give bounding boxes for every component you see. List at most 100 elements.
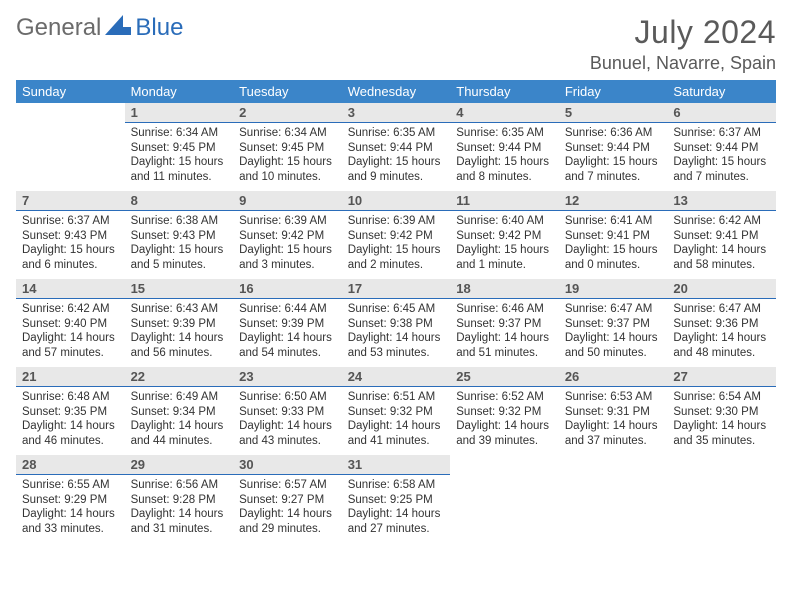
logo-text-1: General [16,14,101,42]
day-number: 26 [559,367,668,387]
day-details: Sunrise: 6:47 AMSunset: 9:37 PMDaylight:… [559,299,668,365]
day-details: Sunrise: 6:52 AMSunset: 9:32 PMDaylight:… [450,387,559,453]
day-details: Sunrise: 6:55 AMSunset: 9:29 PMDaylight:… [16,475,125,541]
day-number: 16 [233,279,342,299]
calendar-day-cell: 16Sunrise: 6:44 AMSunset: 9:39 PMDayligh… [233,279,342,367]
day-number: 12 [559,191,668,211]
calendar-header-row: SundayMondayTuesdayWednesdayThursdayFrid… [16,80,776,103]
calendar-day-cell: 21Sunrise: 6:48 AMSunset: 9:35 PMDayligh… [16,367,125,455]
calendar-day-cell: 7Sunrise: 6:37 AMSunset: 9:43 PMDaylight… [16,191,125,279]
calendar-day-cell: 2Sunrise: 6:34 AMSunset: 9:45 PMDaylight… [233,103,342,191]
day-details: Sunrise: 6:46 AMSunset: 9:37 PMDaylight:… [450,299,559,365]
day-number: 19 [559,279,668,299]
calendar-day-cell: 20Sunrise: 6:47 AMSunset: 9:36 PMDayligh… [667,279,776,367]
day-number: 24 [342,367,451,387]
location-subtitle: Bunuel, Navarre, Spain [590,53,776,74]
calendar-day-cell: 25Sunrise: 6:52 AMSunset: 9:32 PMDayligh… [450,367,559,455]
day-details: Sunrise: 6:38 AMSunset: 9:43 PMDaylight:… [125,211,234,277]
logo-text-2: Blue [135,14,183,42]
day-number: 2 [233,103,342,123]
day-number: 11 [450,191,559,211]
calendar-day-cell: 23Sunrise: 6:50 AMSunset: 9:33 PMDayligh… [233,367,342,455]
calendar-week-row: 28Sunrise: 6:55 AMSunset: 9:29 PMDayligh… [16,455,776,543]
title-block: July 2024 Bunuel, Navarre, Spain [590,14,776,74]
day-number: 31 [342,455,451,475]
day-number: 23 [233,367,342,387]
day-number: 28 [16,455,125,475]
calendar-day-cell: 18Sunrise: 6:46 AMSunset: 9:37 PMDayligh… [450,279,559,367]
day-number: 29 [125,455,234,475]
day-number: 18 [450,279,559,299]
calendar-day-cell: 22Sunrise: 6:49 AMSunset: 9:34 PMDayligh… [125,367,234,455]
day-number: 1 [125,103,234,123]
day-details: Sunrise: 6:35 AMSunset: 9:44 PMDaylight:… [342,123,451,189]
logo-icon [105,14,131,42]
calendar-day-cell: 29Sunrise: 6:56 AMSunset: 9:28 PMDayligh… [125,455,234,543]
day-details: Sunrise: 6:45 AMSunset: 9:38 PMDaylight:… [342,299,451,365]
calendar-day-cell: 1Sunrise: 6:34 AMSunset: 9:45 PMDaylight… [125,103,234,191]
day-details: Sunrise: 6:47 AMSunset: 9:36 PMDaylight:… [667,299,776,365]
day-details: Sunrise: 6:40 AMSunset: 9:42 PMDaylight:… [450,211,559,277]
calendar-day-cell: 19Sunrise: 6:47 AMSunset: 9:37 PMDayligh… [559,279,668,367]
calendar-day-cell: 5Sunrise: 6:36 AMSunset: 9:44 PMDaylight… [559,103,668,191]
day-details: Sunrise: 6:43 AMSunset: 9:39 PMDaylight:… [125,299,234,365]
calendar-day-cell: 15Sunrise: 6:43 AMSunset: 9:39 PMDayligh… [125,279,234,367]
day-number: 14 [16,279,125,299]
day-number: 27 [667,367,776,387]
day-details: Sunrise: 6:58 AMSunset: 9:25 PMDaylight:… [342,475,451,541]
day-number: 21 [16,367,125,387]
logo: General Blue [16,14,183,42]
day-number: 7 [16,191,125,211]
day-details: Sunrise: 6:42 AMSunset: 9:40 PMDaylight:… [16,299,125,365]
calendar-day-cell: 6Sunrise: 6:37 AMSunset: 9:44 PMDaylight… [667,103,776,191]
calendar-day-cell: 10Sunrise: 6:39 AMSunset: 9:42 PMDayligh… [342,191,451,279]
day-details: Sunrise: 6:51 AMSunset: 9:32 PMDaylight:… [342,387,451,453]
day-details: Sunrise: 6:49 AMSunset: 9:34 PMDaylight:… [125,387,234,453]
calendar-week-row: 14Sunrise: 6:42 AMSunset: 9:40 PMDayligh… [16,279,776,367]
calendar-day-cell: 3Sunrise: 6:35 AMSunset: 9:44 PMDaylight… [342,103,451,191]
day-details: Sunrise: 6:44 AMSunset: 9:39 PMDaylight:… [233,299,342,365]
day-details: Sunrise: 6:53 AMSunset: 9:31 PMDaylight:… [559,387,668,453]
calendar-week-row: 21Sunrise: 6:48 AMSunset: 9:35 PMDayligh… [16,367,776,455]
day-number: 22 [125,367,234,387]
page-title: July 2024 [590,14,776,51]
day-details: Sunrise: 6:39 AMSunset: 9:42 PMDaylight:… [342,211,451,277]
day-details: Sunrise: 6:50 AMSunset: 9:33 PMDaylight:… [233,387,342,453]
calendar-day-cell: 9Sunrise: 6:39 AMSunset: 9:42 PMDaylight… [233,191,342,279]
day-details: Sunrise: 6:41 AMSunset: 9:41 PMDaylight:… [559,211,668,277]
calendar-day-cell: 4Sunrise: 6:35 AMSunset: 9:44 PMDaylight… [450,103,559,191]
weekday-header: Sunday [16,80,125,103]
day-number: 8 [125,191,234,211]
weekday-header: Monday [125,80,234,103]
calendar-day-cell: 11Sunrise: 6:40 AMSunset: 9:42 PMDayligh… [450,191,559,279]
calendar-week-row: 7Sunrise: 6:37 AMSunset: 9:43 PMDaylight… [16,191,776,279]
day-number: 13 [667,191,776,211]
weekday-header: Friday [559,80,668,103]
calendar-day-cell: 13Sunrise: 6:42 AMSunset: 9:41 PMDayligh… [667,191,776,279]
calendar-table: SundayMondayTuesdayWednesdayThursdayFrid… [16,80,776,543]
calendar-day-cell [16,103,125,191]
day-number: 20 [667,279,776,299]
calendar-day-cell: 17Sunrise: 6:45 AMSunset: 9:38 PMDayligh… [342,279,451,367]
weekday-header: Wednesday [342,80,451,103]
calendar-day-cell [559,455,668,543]
calendar-day-cell: 28Sunrise: 6:55 AMSunset: 9:29 PMDayligh… [16,455,125,543]
day-details: Sunrise: 6:54 AMSunset: 9:30 PMDaylight:… [667,387,776,453]
day-details: Sunrise: 6:42 AMSunset: 9:41 PMDaylight:… [667,211,776,277]
day-details: Sunrise: 6:37 AMSunset: 9:43 PMDaylight:… [16,211,125,277]
weekday-header: Saturday [667,80,776,103]
day-number: 6 [667,103,776,123]
day-details: Sunrise: 6:39 AMSunset: 9:42 PMDaylight:… [233,211,342,277]
day-details: Sunrise: 6:34 AMSunset: 9:45 PMDaylight:… [233,123,342,189]
day-number: 25 [450,367,559,387]
weekday-header: Thursday [450,80,559,103]
day-details: Sunrise: 6:48 AMSunset: 9:35 PMDaylight:… [16,387,125,453]
calendar-day-cell [667,455,776,543]
calendar-day-cell: 26Sunrise: 6:53 AMSunset: 9:31 PMDayligh… [559,367,668,455]
calendar-week-row: 1Sunrise: 6:34 AMSunset: 9:45 PMDaylight… [16,103,776,191]
day-number: 5 [559,103,668,123]
calendar-day-cell: 27Sunrise: 6:54 AMSunset: 9:30 PMDayligh… [667,367,776,455]
day-number: 17 [342,279,451,299]
day-number: 4 [450,103,559,123]
calendar-day-cell: 14Sunrise: 6:42 AMSunset: 9:40 PMDayligh… [16,279,125,367]
